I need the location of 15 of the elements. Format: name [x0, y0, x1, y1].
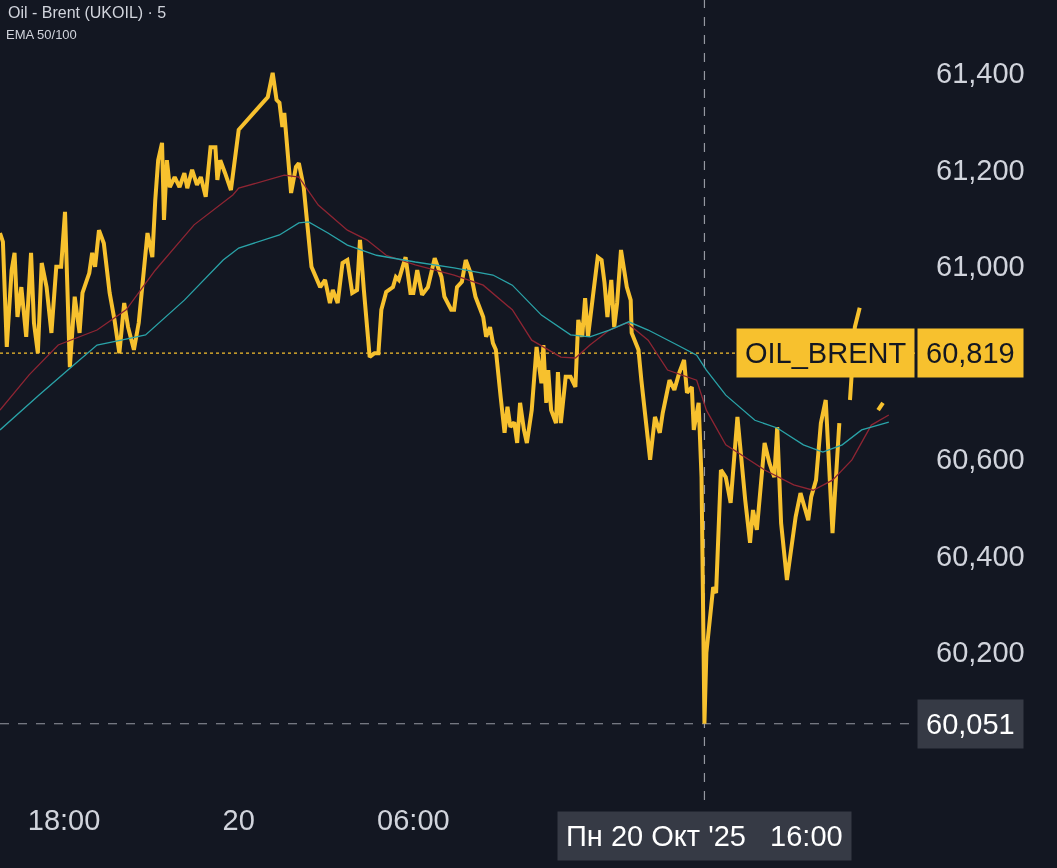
y-tick-label: 60,600	[936, 443, 1025, 476]
x-tick-label: 20	[222, 804, 255, 836]
text: EMA 50/100	[6, 27, 77, 42]
y-tick-label: 61,200	[936, 153, 1025, 186]
ref-line-label: 60,819	[926, 337, 1015, 369]
x-tick-label: 06:00	[377, 804, 450, 836]
legend-label: OIL_BRENT	[745, 337, 907, 369]
ref-line-label: 60,051	[926, 708, 1015, 740]
y-tick-label: 60,200	[936, 636, 1025, 669]
x-tick-label: 18:00	[27, 804, 101, 836]
y-tick-label: 61,000	[936, 250, 1025, 283]
y-tick-label: 61,400	[936, 57, 1025, 90]
y-tick-label: 60,400	[936, 539, 1025, 572]
ref-line-label: Пн 20 Окт '25 16:00	[566, 820, 843, 852]
chart-title: Oil - Brent (UKOIL) · 5	[8, 4, 167, 21]
